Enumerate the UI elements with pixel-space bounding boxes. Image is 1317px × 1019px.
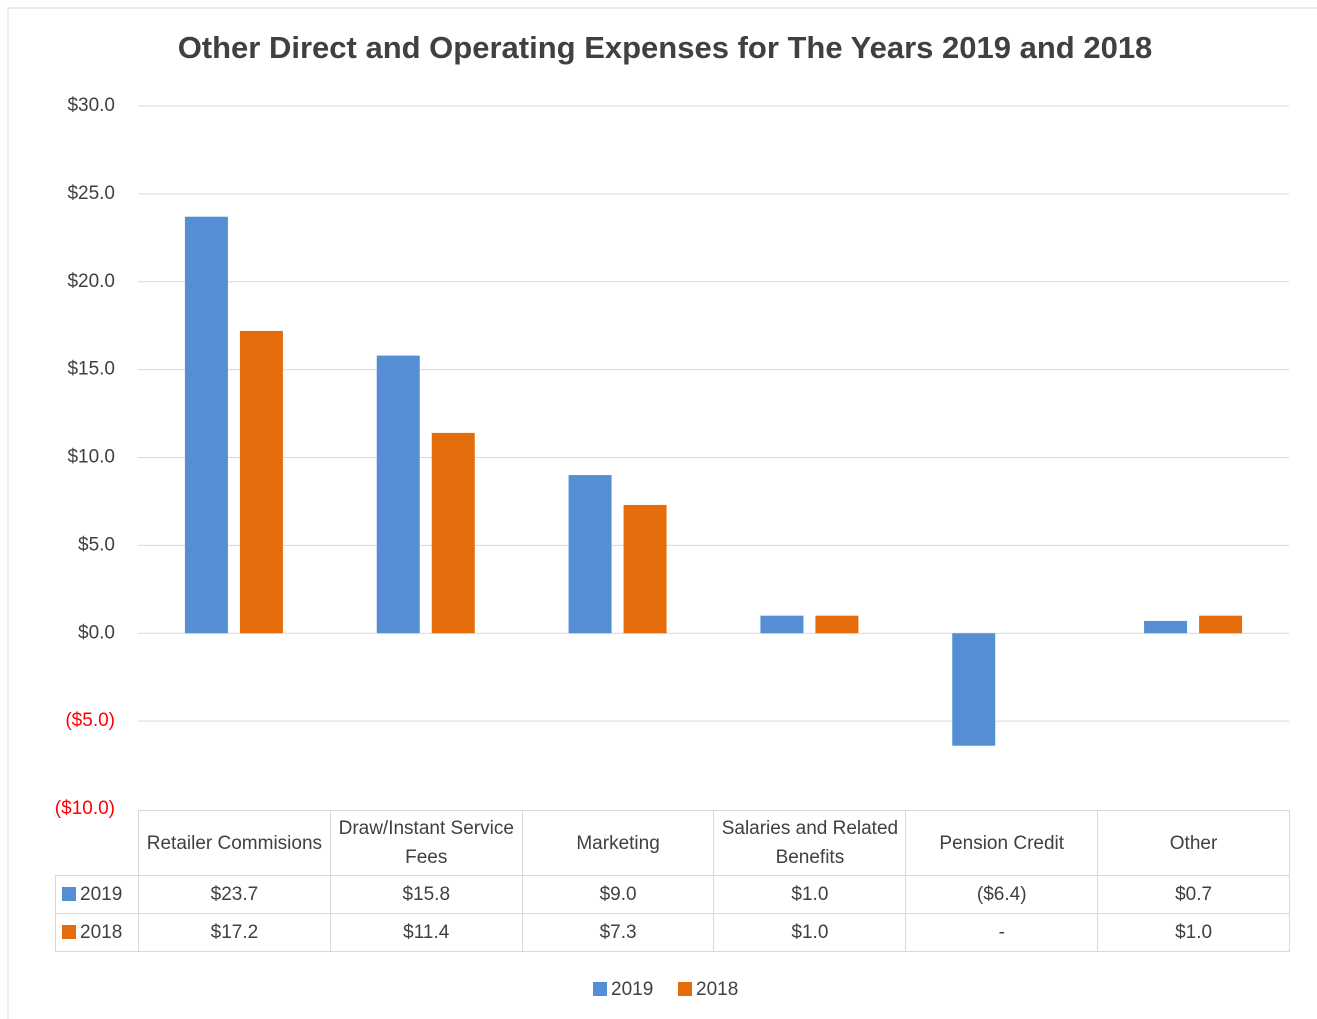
bar	[431, 432, 475, 634]
table-header-row: Retailer Commisions Draw/Instant Service …	[56, 810, 1290, 876]
y-tick-label: $5.0	[78, 534, 115, 555]
legend-label: 2018	[696, 979, 738, 1000]
chart-title: Other Direct and Operating Expenses for …	[178, 30, 1153, 65]
data-label: $1.0	[713, 913, 907, 952]
y-tick-label: $25.0	[67, 183, 115, 204]
table-corner	[56, 811, 139, 876]
y-tick-label: $30.0	[67, 95, 115, 116]
bar	[1199, 615, 1243, 634]
data-label: $1.0	[1097, 913, 1290, 952]
bar	[760, 615, 804, 634]
legend-swatch	[593, 982, 607, 996]
data-label: $11.4	[329, 913, 523, 952]
bar	[568, 475, 612, 634]
table-series-key: 2018	[55, 913, 139, 952]
y-tick-label: $0.0	[78, 622, 115, 643]
data-label: $7.3	[521, 913, 715, 952]
series-name: 2018	[80, 921, 123, 943]
y-tick-label: ($5.0)	[65, 710, 115, 731]
legend-swatch	[678, 982, 692, 996]
bar	[623, 504, 667, 634]
bar	[815, 615, 859, 634]
legend-swatch	[62, 886, 76, 901]
table-row: 2018 $17.2 $11.4 $7.3 $1.0- $1.0	[55, 913, 1290, 952]
bar	[184, 216, 228, 634]
legend-swatch	[62, 924, 76, 939]
data-label: $17.2	[138, 913, 331, 952]
y-tick-label: $20.0	[67, 271, 115, 292]
y-tick-label: $10.0	[67, 447, 115, 468]
x-tick-label: Pension Credit	[905, 810, 1099, 876]
y-tick-label: ($10.0)	[55, 798, 115, 819]
data-label: ($6.4)	[905, 875, 1099, 914]
y-tick-label: $15.0	[67, 359, 115, 380]
bar	[952, 633, 996, 746]
x-tick-label: Other	[1097, 810, 1290, 876]
table-series-key: 2019	[55, 875, 139, 914]
bar	[239, 330, 283, 634]
legend-label: 2019	[611, 979, 653, 1000]
data-label: $15.8	[329, 875, 523, 914]
x-tick-label: Retailer Commisions	[138, 810, 331, 876]
chart-border	[7, 7, 1317, 1019]
data-label: $9.0	[521, 875, 715, 914]
data-label: -	[905, 913, 1099, 952]
x-tick-label: Salaries and Related Benefits	[713, 810, 907, 876]
series-name: 2019	[80, 883, 123, 905]
data-label: $1.0	[713, 875, 907, 914]
data-label: $0.7	[1097, 875, 1290, 914]
bar	[1144, 620, 1188, 634]
data-table: Retailer Commisions Draw/Instant Service …	[55, 810, 1290, 952]
bar	[376, 355, 420, 634]
x-tick-label: Draw/Instant Service Fees	[329, 810, 523, 876]
x-tick-label: Marketing	[521, 810, 715, 876]
table-row: 2019 $23.7 $15.8 $9.0 $1.0 ($6.4) $0.7	[55, 875, 1290, 914]
data-label: $23.7	[138, 875, 331, 914]
